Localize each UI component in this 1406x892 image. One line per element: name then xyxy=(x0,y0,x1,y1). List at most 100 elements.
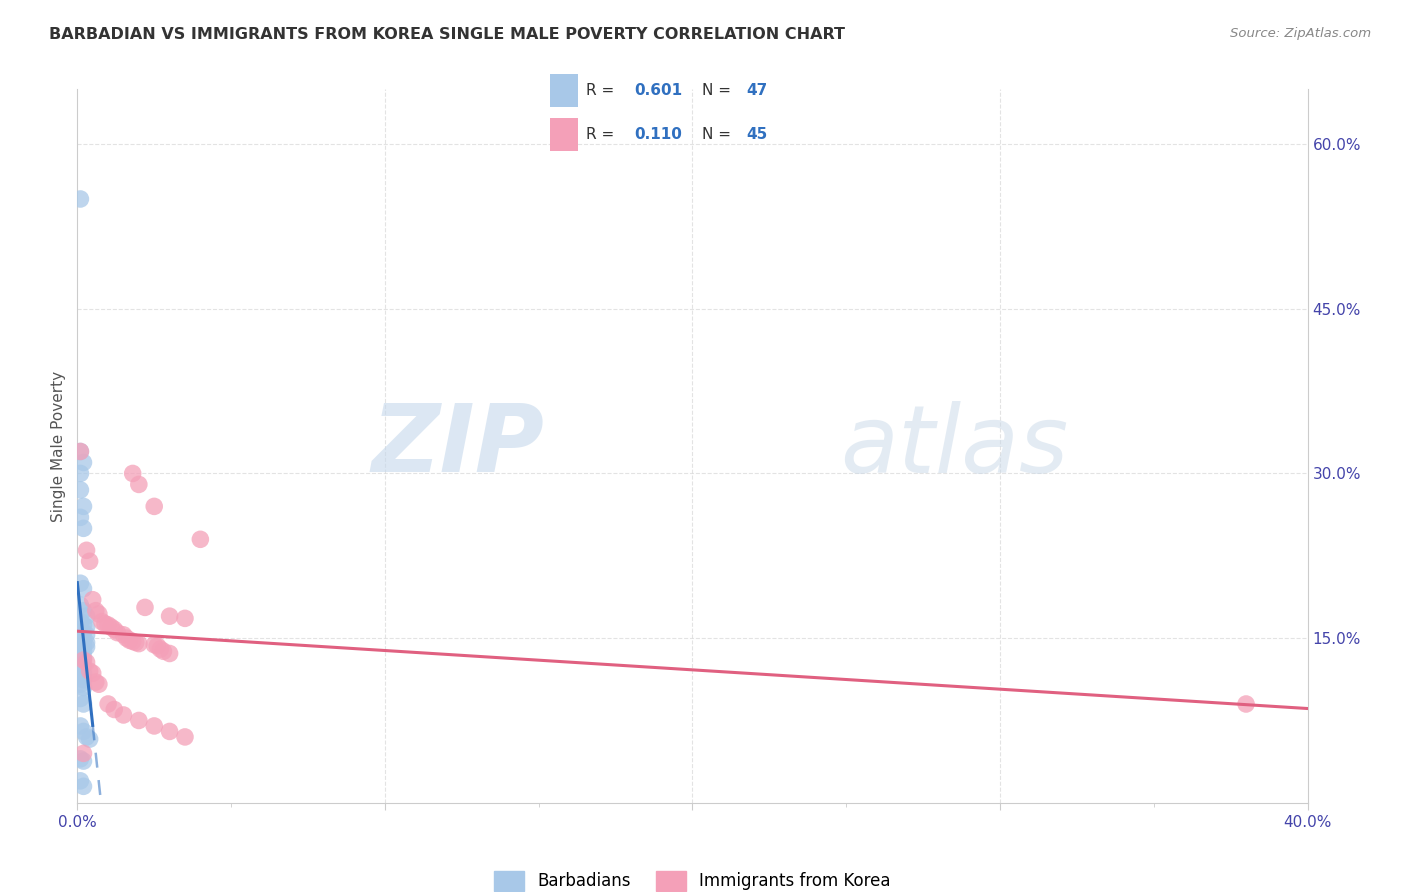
Point xyxy=(69,510,91,524)
Point xyxy=(69,444,91,458)
Point xyxy=(72,639,94,653)
Point xyxy=(159,724,181,739)
Point xyxy=(69,669,91,683)
Point xyxy=(134,600,156,615)
Point xyxy=(143,719,166,733)
Point xyxy=(76,609,98,624)
Point xyxy=(69,623,91,637)
Point xyxy=(76,620,98,634)
Point xyxy=(69,483,91,497)
Point xyxy=(76,640,98,654)
Point xyxy=(76,730,98,744)
Point xyxy=(72,618,94,632)
Point xyxy=(79,554,101,568)
Text: BARBADIAN VS IMMIGRANTS FROM KOREA SINGLE MALE POVERTY CORRELATION CHART: BARBADIAN VS IMMIGRANTS FROM KOREA SINGL… xyxy=(49,27,845,42)
Text: 47: 47 xyxy=(747,83,768,98)
Point xyxy=(1234,697,1257,711)
Point xyxy=(69,192,91,206)
Point xyxy=(128,637,150,651)
Point xyxy=(72,673,94,687)
Point xyxy=(69,598,91,612)
Point xyxy=(143,500,166,514)
Point xyxy=(112,708,135,723)
Point xyxy=(105,625,128,640)
Point xyxy=(159,647,181,661)
Point xyxy=(69,648,91,662)
Point xyxy=(69,677,91,691)
Point xyxy=(72,633,94,648)
Point xyxy=(69,752,91,766)
Point xyxy=(87,677,110,691)
Y-axis label: Single Male Poverty: Single Male Poverty xyxy=(51,370,66,522)
Text: 0.110: 0.110 xyxy=(634,128,682,143)
Point xyxy=(72,681,94,695)
Point xyxy=(72,724,94,739)
Point xyxy=(125,635,148,649)
Point xyxy=(87,607,110,621)
Point xyxy=(69,637,91,651)
Point xyxy=(97,697,120,711)
Point xyxy=(69,664,91,678)
Text: N =: N = xyxy=(702,83,735,98)
Text: 45: 45 xyxy=(747,128,768,143)
Point xyxy=(103,702,125,716)
Point xyxy=(118,633,141,648)
Point xyxy=(121,634,143,648)
Point xyxy=(69,576,91,591)
Text: R =: R = xyxy=(586,128,620,143)
Point xyxy=(115,631,138,645)
Point xyxy=(188,533,212,547)
Point xyxy=(103,623,125,637)
Point xyxy=(76,655,98,669)
Bar xyxy=(550,119,578,152)
Point xyxy=(72,754,94,768)
Point xyxy=(149,642,172,657)
Point xyxy=(94,616,117,631)
Point xyxy=(72,651,94,665)
Point xyxy=(128,714,150,728)
Point xyxy=(72,500,94,514)
Point xyxy=(84,675,107,690)
Point xyxy=(69,467,91,481)
Point xyxy=(72,625,94,640)
Point xyxy=(72,521,94,535)
Legend: Barbadians, Immigrants from Korea: Barbadians, Immigrants from Korea xyxy=(488,864,897,892)
Point xyxy=(72,666,94,681)
Point xyxy=(72,658,94,673)
Text: Source: ZipAtlas.com: Source: ZipAtlas.com xyxy=(1230,27,1371,40)
Point xyxy=(76,543,98,558)
Point xyxy=(69,773,91,788)
Point xyxy=(69,719,91,733)
Point xyxy=(121,467,143,481)
Point xyxy=(90,615,114,629)
Point xyxy=(72,582,94,596)
Point xyxy=(72,780,94,794)
Point xyxy=(97,618,120,632)
Point xyxy=(76,635,98,649)
Point xyxy=(72,653,94,667)
Point xyxy=(174,730,197,744)
Point xyxy=(159,609,181,624)
Point xyxy=(69,444,91,458)
Point xyxy=(72,697,94,711)
Point xyxy=(72,604,94,618)
Text: atlas: atlas xyxy=(841,401,1069,491)
Point xyxy=(143,638,166,652)
Point xyxy=(100,620,122,634)
Point xyxy=(79,664,101,678)
Point xyxy=(69,642,91,657)
Text: N =: N = xyxy=(702,128,735,143)
Point xyxy=(69,631,91,645)
Point xyxy=(82,666,104,681)
Point xyxy=(152,644,174,658)
Text: R =: R = xyxy=(586,83,620,98)
Point xyxy=(76,628,98,642)
Text: ZIP: ZIP xyxy=(373,400,546,492)
Bar xyxy=(550,74,578,107)
Point xyxy=(174,611,197,625)
Point xyxy=(69,655,91,669)
Point xyxy=(79,732,101,747)
Point xyxy=(128,477,150,491)
Point xyxy=(69,615,91,629)
Point xyxy=(72,455,94,469)
